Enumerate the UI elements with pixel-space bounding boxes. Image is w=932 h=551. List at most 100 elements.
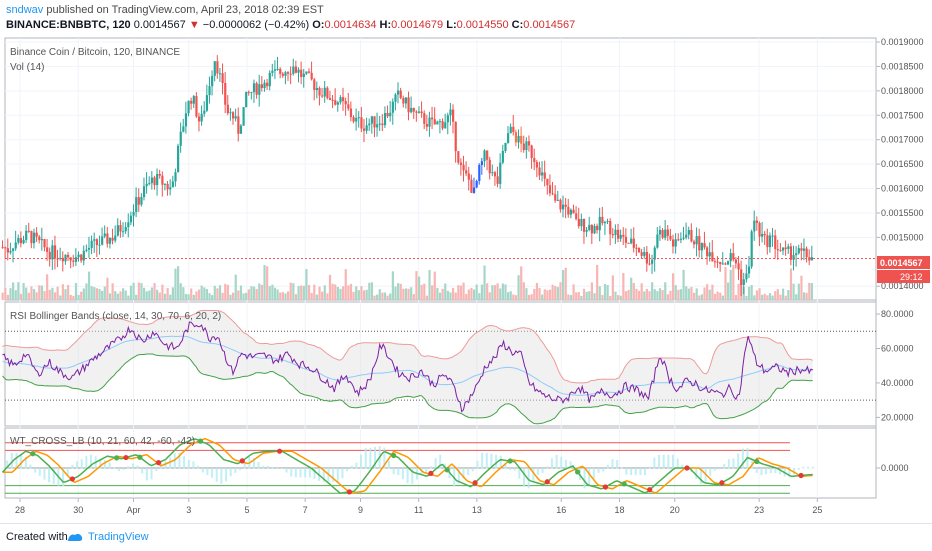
candle-body xyxy=(281,73,284,76)
grid-lines xyxy=(5,38,876,498)
candle-body xyxy=(452,109,455,122)
candle-body xyxy=(386,113,389,117)
candle-body xyxy=(174,172,177,182)
volume-bar xyxy=(692,292,696,300)
publisher-username[interactable]: sndwav xyxy=(6,4,44,16)
candle-body xyxy=(713,261,717,263)
wt-histogram-bar xyxy=(788,468,791,478)
volume-bar xyxy=(140,283,143,300)
volume-bar xyxy=(637,290,641,300)
volume-bar xyxy=(758,288,761,300)
volume-bar xyxy=(397,283,400,300)
publish-info: sndwav published on TradingView.com, Apr… xyxy=(6,4,324,16)
wt-histogram-bar xyxy=(532,468,535,483)
candle-body xyxy=(9,250,12,253)
candle-body xyxy=(747,266,751,274)
candle-body xyxy=(617,229,620,239)
rsi-price-axis: 80.0000 60.0000 40.0000 20.0000 xyxy=(876,309,914,422)
volume-bar xyxy=(184,293,188,300)
wt-histogram-bar xyxy=(108,462,111,469)
candle-body xyxy=(669,235,672,240)
publish-text: published on TradingView.com, April 23, … xyxy=(43,4,324,16)
candle-body xyxy=(376,124,379,128)
candle-body xyxy=(433,119,436,125)
candle-body xyxy=(522,143,525,151)
volume-bar xyxy=(601,294,604,300)
wt-histogram-bar xyxy=(564,459,567,469)
last-price-tag xyxy=(877,256,930,269)
candle-body xyxy=(538,167,541,176)
candle-body xyxy=(368,123,371,126)
volume-bar xyxy=(383,292,387,300)
volume-bar xyxy=(593,293,596,300)
volume-bar xyxy=(543,289,546,300)
candle-body xyxy=(234,116,237,119)
wt-histogram-bar xyxy=(755,468,758,473)
candle-body xyxy=(606,220,609,222)
wt-histogram-bar xyxy=(10,452,13,469)
volume-bar xyxy=(142,287,146,300)
candle-body xyxy=(362,128,366,131)
volume-bar xyxy=(197,289,201,300)
candle-body xyxy=(397,90,400,95)
volume-bar xyxy=(156,289,159,300)
candle-body xyxy=(685,234,688,238)
volume-bar xyxy=(575,292,578,300)
tradingview-brand[interactable]: TradingView xyxy=(88,531,149,543)
volume-bar xyxy=(588,291,591,300)
volume-bar xyxy=(287,291,290,300)
candle-body xyxy=(687,229,690,235)
candle-body xyxy=(569,209,573,215)
candle-body xyxy=(459,162,463,165)
volume-bar xyxy=(407,288,410,300)
volume-bar xyxy=(203,287,206,300)
wt-histogram-bar xyxy=(536,468,539,476)
wt-histogram-bar xyxy=(527,468,530,489)
candle-body xyxy=(357,117,360,119)
candle-body xyxy=(4,247,7,249)
volume-bar xyxy=(617,295,620,300)
candle-body xyxy=(480,161,484,165)
candle-body xyxy=(40,239,44,241)
volume-bar xyxy=(12,282,15,300)
volume-bar xyxy=(281,292,284,300)
candle-body xyxy=(771,235,774,237)
wt-histogram-bar xyxy=(760,468,763,476)
candle-body xyxy=(108,237,112,244)
volume-bar xyxy=(415,271,418,300)
candle-body xyxy=(496,176,499,184)
candle-body xyxy=(706,247,709,257)
wt-histogram-bar xyxy=(741,448,744,469)
wt-histogram-bar xyxy=(611,459,614,469)
volume-bar xyxy=(698,295,701,300)
wt-histogram-bar xyxy=(20,455,23,469)
volume-bar xyxy=(368,282,371,300)
volume-bar xyxy=(596,264,599,300)
wt-histogram-bar xyxy=(485,452,488,469)
candle-body xyxy=(25,230,28,241)
candle-body xyxy=(509,126,512,134)
candle-body xyxy=(428,117,431,127)
volume-bar xyxy=(577,292,580,300)
volume-bar xyxy=(195,291,198,300)
volume-bar xyxy=(472,289,476,300)
candle-body xyxy=(124,227,127,232)
volume-bar xyxy=(328,274,332,300)
volume-bar xyxy=(766,295,769,300)
candle-body xyxy=(85,249,88,251)
volume-bar xyxy=(648,291,651,300)
candle-body xyxy=(467,173,470,180)
candle-body xyxy=(499,162,502,184)
chart-canvas[interactable]: 0.0019000 0.0018500 0.0018000 0.0017500 0.00… xyxy=(0,0,932,523)
candle-body xyxy=(383,113,387,126)
volume-bar xyxy=(381,292,384,300)
candle-body xyxy=(465,170,468,174)
volume-bar xyxy=(276,289,279,300)
volume-bar xyxy=(1,292,4,300)
candle-body xyxy=(415,111,418,113)
volume-bar xyxy=(77,294,80,300)
candle-body xyxy=(779,250,782,252)
candle-body xyxy=(483,150,486,162)
wt-histogram-bar xyxy=(225,468,228,482)
candle-body xyxy=(61,257,64,262)
